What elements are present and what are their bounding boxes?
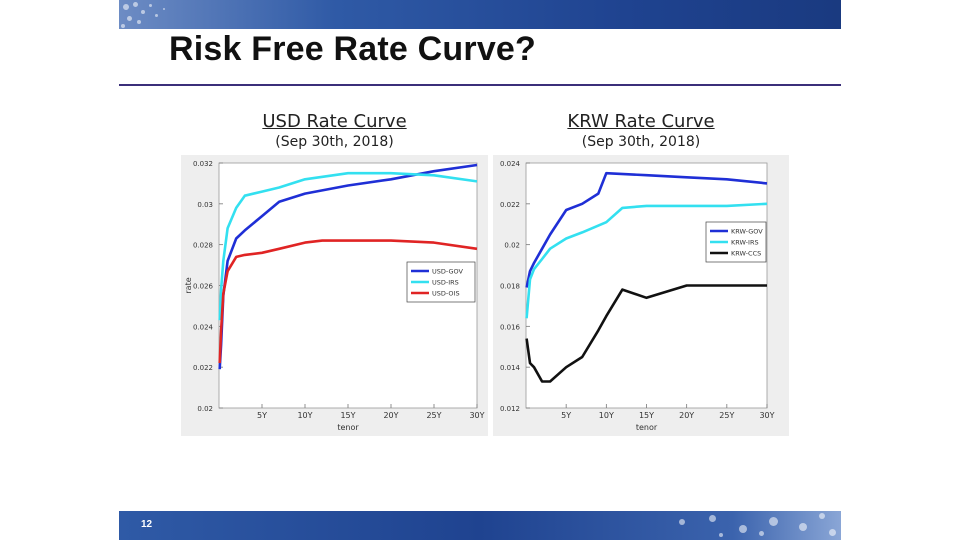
usd-rate-curve-chart: 0.02 0.022 0.024 0.026 0.028 0.03 0.032 5Y 10Y 15… <box>181 155 488 436</box>
legend-label: USD-IRS <box>432 279 459 287</box>
banner-dot <box>149 4 152 7</box>
y-tick-label: 0.024 <box>193 323 214 331</box>
usd-chart-subtitle: (Sep 30th, 2018) <box>275 134 394 150</box>
x-tick-label: 20Y <box>383 411 398 420</box>
x-tick-label: 30Y <box>759 411 774 420</box>
legend-label: KRW-IRS <box>731 239 759 247</box>
page-number: 12 <box>141 519 153 530</box>
y-tick-label: 0.014 <box>500 364 521 372</box>
series-line-usd-ois <box>218 239 478 364</box>
y-tick-label: 0.032 <box>193 160 213 168</box>
x-axis-label: tenor <box>337 423 359 432</box>
chart-svg: 0.02 0.022 0.024 0.026 0.028 0.03 0.032 5Y 10Y 15… <box>184 160 485 432</box>
banner-dot <box>123 4 129 10</box>
y-tick-label: 0.022 <box>193 364 213 372</box>
x-tick-label: 5Y <box>561 411 571 420</box>
series-line-usd-irs <box>218 171 478 321</box>
banner-dot <box>163 8 165 10</box>
banner-dot <box>679 519 685 525</box>
x-axis-label: tenor <box>636 423 658 432</box>
series-line-krw-ccs <box>525 284 767 383</box>
x-tick-label: 20Y <box>679 411 694 420</box>
x-tick-label: 15Y <box>340 411 355 420</box>
y-tick-label: 0.02 <box>504 242 520 250</box>
banner-dot <box>719 533 723 537</box>
x-tick-label: 25Y <box>426 411 441 420</box>
y-tick-label: 0.02 <box>197 405 213 413</box>
krw-chart-title: KRW Rate Curve <box>567 111 715 132</box>
top-banner <box>119 0 841 29</box>
krw-chart-subtitle: (Sep 30th, 2018) <box>581 134 701 150</box>
usd-chart-title: USD Rate Curve <box>262 111 407 132</box>
y-tick-label: 0.018 <box>500 283 520 291</box>
y-tick-label: 0.016 <box>500 323 521 331</box>
series-line-krw-gov <box>525 171 768 288</box>
banner-dot <box>121 24 125 28</box>
x-tick-label: 5Y <box>257 411 267 420</box>
y-tick-label: 0.028 <box>193 242 213 250</box>
x-tick-label: 10Y <box>599 411 614 420</box>
banner-dot <box>739 525 747 533</box>
banner-dot <box>155 14 158 17</box>
x-tick-label: 15Y <box>639 411 654 420</box>
banner-dot <box>799 523 807 531</box>
legend-label: KRW-GOV <box>731 228 763 236</box>
banner-dot <box>819 513 825 519</box>
x-tick-label: 10Y <box>297 411 312 420</box>
banner-dot <box>759 531 764 536</box>
y-axis-label: rate <box>184 277 193 293</box>
legend-label: KRW-CCS <box>731 250 761 258</box>
legend-label: USD-GOV <box>432 268 464 276</box>
banner-dot <box>769 517 778 526</box>
series-line-krw-irs <box>525 202 768 319</box>
banner-dot <box>133 2 138 7</box>
banner-dot <box>141 10 145 14</box>
bottom-banner <box>119 511 841 540</box>
slide-title: Risk Free Rate Curve? <box>169 30 537 68</box>
chart-svg: 0.012 0.014 0.016 0.018 0.02 0.022 0.024 5Y 10Y 1… <box>500 160 775 432</box>
banner-dot <box>127 16 132 21</box>
slide: Risk Free Rate Curve? 0.02 0.022 0.024 0.02… <box>119 0 841 540</box>
banner-dot <box>137 20 141 24</box>
title-divider <box>119 84 841 86</box>
y-tick-label: 0.022 <box>500 201 520 209</box>
x-tick-label: 25Y <box>719 411 734 420</box>
y-tick-label: 0.03 <box>197 201 213 209</box>
y-tick-label: 0.026 <box>193 283 214 291</box>
x-tick-label: 30Y <box>469 411 484 420</box>
banner-dot <box>709 515 716 522</box>
y-tick-label: 0.024 <box>500 160 521 168</box>
banner-dot <box>829 529 836 536</box>
krw-rate-curve-chart: 0.012 0.014 0.016 0.018 0.02 0.022 0.024 5Y 10Y 1… <box>493 155 789 436</box>
legend-label: USD-OIS <box>432 290 460 298</box>
y-tick-label: 0.012 <box>500 405 520 413</box>
